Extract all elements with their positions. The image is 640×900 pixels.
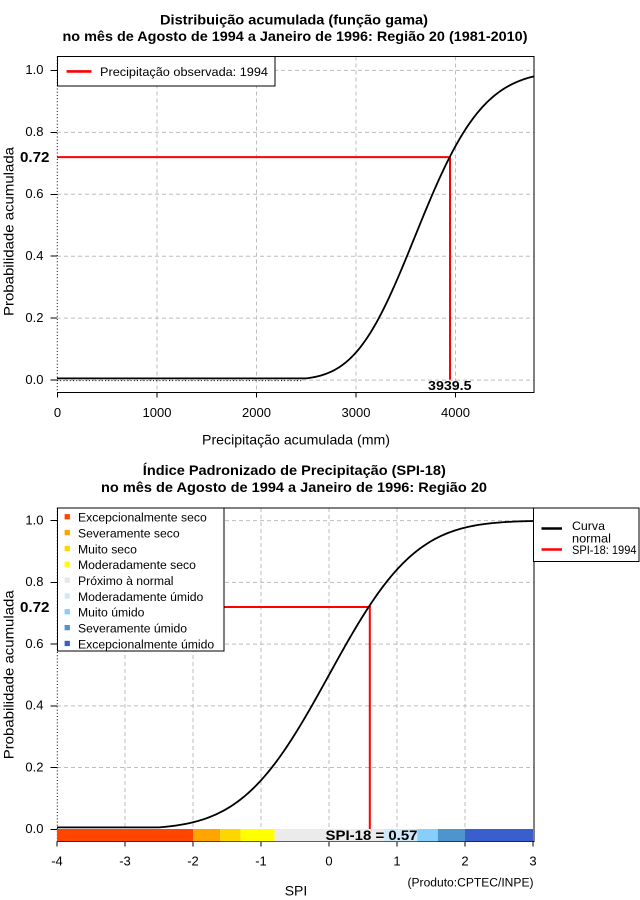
svg-text:1: 1	[393, 854, 400, 869]
svg-text:Severamente seco: Severamente seco	[78, 526, 180, 540]
svg-text:-4: -4	[51, 854, 63, 869]
svg-text:SPI-18: 1994: SPI-18: 1994	[572, 543, 637, 557]
svg-text:0.0: 0.0	[25, 372, 43, 387]
svg-text:Probabilidade acumulada: Probabilidade acumulada	[1, 590, 17, 759]
svg-text:1.0: 1.0	[25, 512, 43, 527]
svg-text:Muito seco: Muito seco	[78, 542, 137, 556]
svg-text:0.0: 0.0	[25, 821, 43, 836]
svg-text:Curva: Curva	[572, 519, 605, 533]
svg-text:0.8: 0.8	[25, 574, 43, 589]
svg-text:normal: normal	[572, 531, 611, 545]
svg-text:-3: -3	[119, 854, 131, 869]
svg-text:SPI-18 = 0.57: SPI-18 = 0.57	[326, 827, 418, 843]
svg-text:0.72: 0.72	[20, 600, 50, 616]
svg-text:0.6: 0.6	[25, 636, 43, 651]
svg-text:0.2: 0.2	[25, 310, 43, 325]
svg-text:3: 3	[529, 854, 536, 869]
svg-text:Próximo à normal: Próximo à normal	[78, 574, 174, 588]
svg-text:SPI: SPI	[285, 882, 308, 898]
svg-text:Probabilidade acumulada: Probabilidade acumulada	[1, 147, 17, 316]
svg-text:0.2: 0.2	[25, 759, 43, 774]
svg-text:1000: 1000	[143, 405, 172, 420]
svg-text:Muito úmido: Muito úmido	[78, 606, 145, 620]
svg-text:0.8: 0.8	[25, 124, 43, 139]
svg-text:0.72: 0.72	[20, 150, 50, 166]
svg-text:3000: 3000	[342, 405, 371, 420]
svg-text:no mês de Agosto de 1994 a Jan: no mês de Agosto de 1994 a Janeiro de 19…	[101, 479, 487, 495]
svg-text:Índice Padronizado de Precipit: Índice Padronizado de Precipitação (SPI-…	[143, 462, 446, 478]
svg-text:0.6: 0.6	[25, 186, 43, 201]
svg-text:Excepcionalmente úmido: Excepcionalmente úmido	[78, 637, 214, 651]
svg-text:-1: -1	[255, 854, 267, 869]
svg-text:3939.5: 3939.5	[428, 378, 472, 393]
svg-text:4000: 4000	[441, 405, 470, 420]
svg-text:2: 2	[461, 854, 468, 869]
svg-text:Precipitação observada: 1994: Precipitação observada: 1994	[100, 65, 268, 79]
svg-text:Moderadamente úmido: Moderadamente úmido	[78, 590, 204, 604]
svg-text:0.4: 0.4	[25, 698, 43, 713]
svg-text:no mês de Agosto de 1994 a Jan: no mês de Agosto de 1994 a Janeiro de 19…	[63, 28, 528, 44]
svg-text:Moderadamente seco: Moderadamente seco	[78, 558, 196, 572]
svg-text:Excepcionalmente seco: Excepcionalmente seco	[78, 511, 207, 525]
svg-text:Severamente úmido: Severamente úmido	[78, 622, 187, 636]
svg-text:2000: 2000	[242, 405, 271, 420]
svg-text:0: 0	[325, 854, 332, 869]
svg-text:0: 0	[54, 405, 61, 420]
svg-text:Precipitação acumulada (mm): Precipitação acumulada (mm)	[202, 432, 390, 448]
svg-text:1.0: 1.0	[25, 62, 43, 77]
svg-text:Distribuição acumulada (função: Distribuição acumulada (função gama)	[160, 11, 428, 27]
svg-text:-2: -2	[187, 854, 199, 869]
svg-text:(Produto:CPTEC/INPE): (Produto:CPTEC/INPE)	[408, 876, 534, 890]
svg-text:0.4: 0.4	[25, 248, 43, 263]
